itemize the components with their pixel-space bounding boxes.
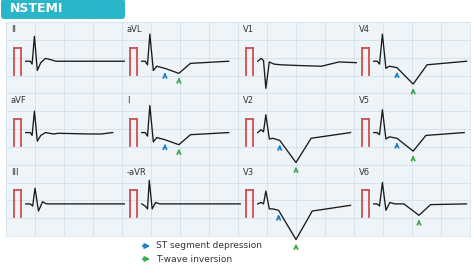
Text: III: III (11, 168, 18, 177)
Text: -aVR: -aVR (127, 168, 147, 177)
FancyBboxPatch shape (1, 0, 125, 19)
Text: ST segment depression: ST segment depression (156, 241, 262, 250)
Text: V3: V3 (243, 168, 254, 177)
Text: V6: V6 (359, 168, 370, 177)
Text: V4: V4 (359, 25, 370, 34)
Text: I: I (127, 96, 129, 105)
Text: aVL: aVL (127, 25, 143, 34)
Text: V2: V2 (243, 96, 254, 105)
Text: V5: V5 (359, 96, 370, 105)
Text: NSTEMI: NSTEMI (10, 2, 64, 15)
Bar (6, 22, 470, 236)
Text: aVF: aVF (11, 96, 27, 105)
Text: V1: V1 (243, 25, 254, 34)
Text: T-wave inversion: T-wave inversion (156, 255, 232, 264)
Text: II: II (11, 25, 16, 34)
